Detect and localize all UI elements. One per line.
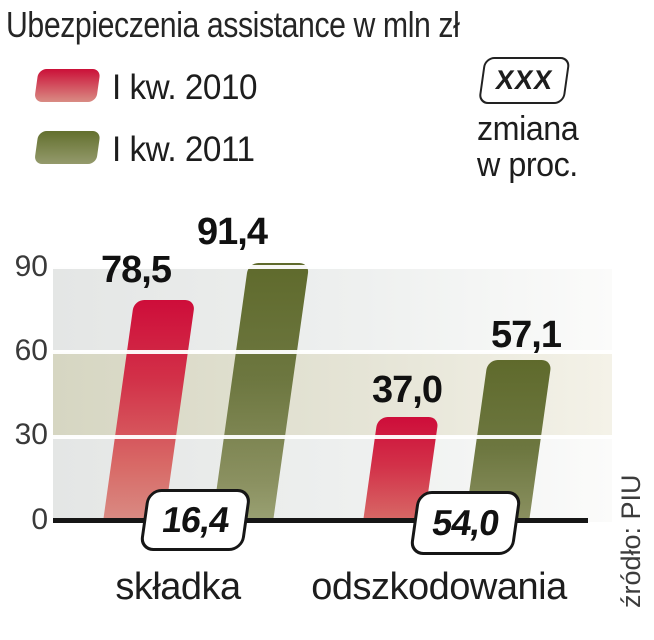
legend-label-2010: I kw. 2010 [112,68,257,107]
value-label-odszkodowania-2010: 37,0 [372,369,443,411]
category-label-skladka: składka [115,566,241,608]
chart-title: Ubezpieczenia assistance w mln zł [6,4,460,45]
legend-swatch-2010 [34,69,101,102]
source-credit: źródło: PIU [616,474,646,608]
category-label-odszkodowania: odszkodowania [311,566,567,608]
ytick-30: 30 [14,418,48,451]
change-note-caption-line1: zmiana [477,110,579,148]
gridline-90 [53,265,612,269]
change-note-badge: XXX [478,57,571,104]
change-badge-odszkodowania: 54,0 [409,491,522,555]
legend-swatch-2011 [34,131,101,164]
ytick-60: 60 [14,334,48,367]
gridline-30 [53,435,612,439]
value-label-odszkodowania-2011: 57,1 [491,314,562,356]
change-badge-skladka: 16,4 [139,489,252,551]
value-label-skladka-2010: 78,5 [101,249,172,291]
value-label-skladka-2011: 91,4 [197,211,268,253]
legend-label-2011: I kw. 2011 [112,130,255,169]
ytick-90: 90 [14,250,48,283]
gridline-60 [53,350,612,354]
change-note-caption-line2: w proc. [477,146,578,184]
ytick-0: 0 [31,503,48,536]
x-axis-baseline [53,518,588,523]
